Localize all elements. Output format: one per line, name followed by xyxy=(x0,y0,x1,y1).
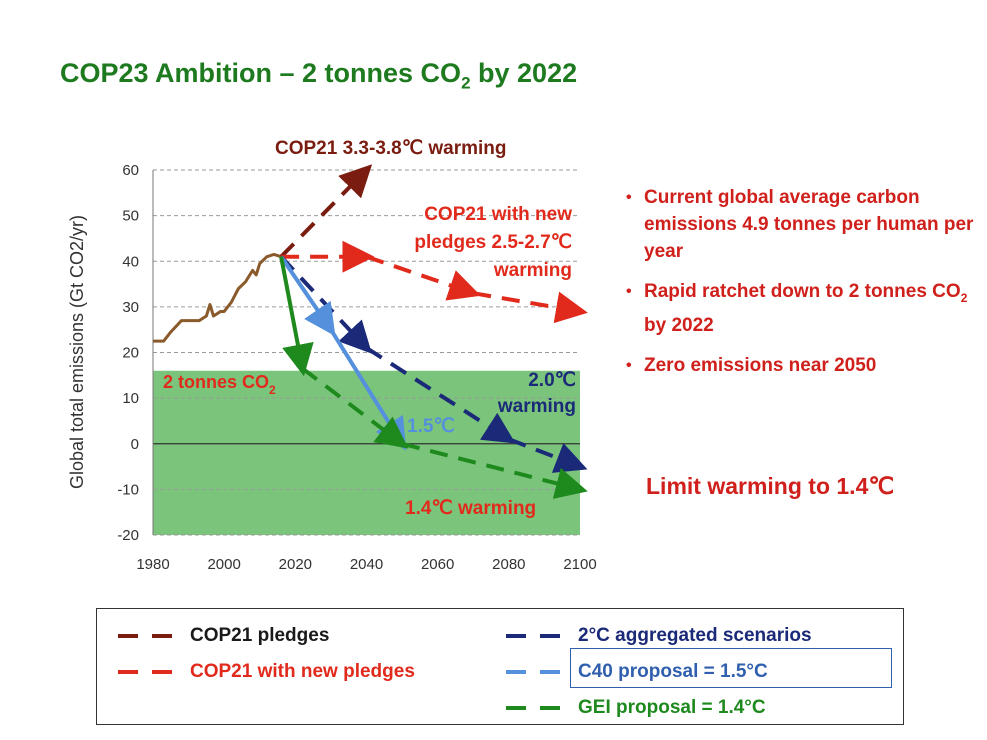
legend-box xyxy=(96,608,904,725)
gei-line-segment xyxy=(301,366,409,449)
c40-line-segment xyxy=(279,255,336,337)
history-line xyxy=(153,252,282,343)
y-axis-label: Global total emissions (Gt CO2/yr) xyxy=(67,215,87,489)
legend-label: C40 proposal = 1.5°C xyxy=(578,661,768,682)
label-two-degree: 2.0℃ xyxy=(528,370,576,391)
page-title: COP23 Ambition – 2 tonnes CO2 by 2022 xyxy=(60,58,578,93)
label-gei: 1.4℃ warming xyxy=(405,498,536,519)
bullet-current-emissions: Current global average carbon emissions … xyxy=(622,184,982,265)
legend-swatch-gei xyxy=(506,706,560,710)
label-cop21-new-pledges: COP21 with new xyxy=(424,204,572,225)
legend-swatch-2c-scenarios xyxy=(506,634,560,638)
legend-swatch-cop21-new-pledges xyxy=(118,670,172,674)
cop21-pledges-line-segment xyxy=(279,164,373,259)
legend-item-cop21-new-pledges: COP21 with new pledges xyxy=(118,658,415,686)
y-tick-label: 30 xyxy=(122,299,139,316)
gei-line-solid-segment xyxy=(279,256,314,377)
label-cop21-new-pledges: warming xyxy=(493,260,572,281)
legend-item-2c-scenarios: 2°C aggregated scenarios xyxy=(506,622,812,650)
legend-label: GEI proposal = 1.4°C xyxy=(578,697,766,718)
legend-item-c40: C40 proposal = 1.5°C xyxy=(506,658,768,686)
y-tick-label: 40 xyxy=(122,253,139,270)
cop21-new-pledges-line-segment xyxy=(472,291,588,324)
target-band-label: 2 tonnes CO2 xyxy=(163,372,276,397)
legend-label: COP21 pledges xyxy=(190,625,330,646)
c40-highlight-box xyxy=(570,648,892,688)
label-cop21-pledges: COP21 3.3-3.8℃ warming xyxy=(275,138,506,159)
label-cop21-new-pledges: pledges 2.5-2.7℃ xyxy=(414,232,572,253)
key-points: Current global average carbon emissions … xyxy=(622,184,982,392)
label-two-degree: warming xyxy=(497,396,576,417)
x-tick-label: 2040 xyxy=(350,556,383,573)
legend-label: 2°C aggregated scenarios xyxy=(578,625,812,646)
legend-item-gei: GEI proposal = 1.4°C xyxy=(506,694,766,722)
limit-warming-callout: Limit warming to 1.4℃ xyxy=(646,473,895,499)
emissions-chart: 60 50 40 30 20 10 0 -10 -20 1980 2000 2020 2040 2060 2… xyxy=(67,138,597,573)
y-tick-label: -20 xyxy=(117,527,139,544)
two-degree-line-segment xyxy=(508,437,588,473)
x-tick-label: 2060 xyxy=(421,556,454,573)
legend-item-cop21-pledges: COP21 pledges xyxy=(118,622,329,650)
bullet-zero-emissions: Zero emissions near 2050 xyxy=(622,352,982,379)
legend-swatch-cop21-pledges xyxy=(118,634,172,638)
y-tick-label: 0 xyxy=(131,436,139,453)
x-tick-label: 2100 xyxy=(563,556,596,573)
x-tick-label: 2000 xyxy=(207,556,240,573)
x-tick-label: 1980 xyxy=(136,556,169,573)
y-tick-label: -10 xyxy=(117,481,139,498)
label-c40: 1.5℃ xyxy=(407,416,455,437)
x-tick-label: 2020 xyxy=(279,556,312,573)
legend-swatch-c40 xyxy=(506,670,560,674)
y-tick-label: 60 xyxy=(122,162,139,179)
y-tick-label: 10 xyxy=(122,390,139,407)
y-tick-label: 50 xyxy=(122,208,139,225)
bullet-ratchet: Rapid ratchet down to 2 tonnes CO2 by 20… xyxy=(622,278,982,339)
x-tick-label: 2080 xyxy=(492,556,525,573)
y-tick-label: 20 xyxy=(122,345,139,362)
cop21-new-pledges-line-segment xyxy=(365,254,481,301)
legend-label: COP21 with new pledges xyxy=(190,661,415,682)
gei-line-segment xyxy=(401,441,588,499)
